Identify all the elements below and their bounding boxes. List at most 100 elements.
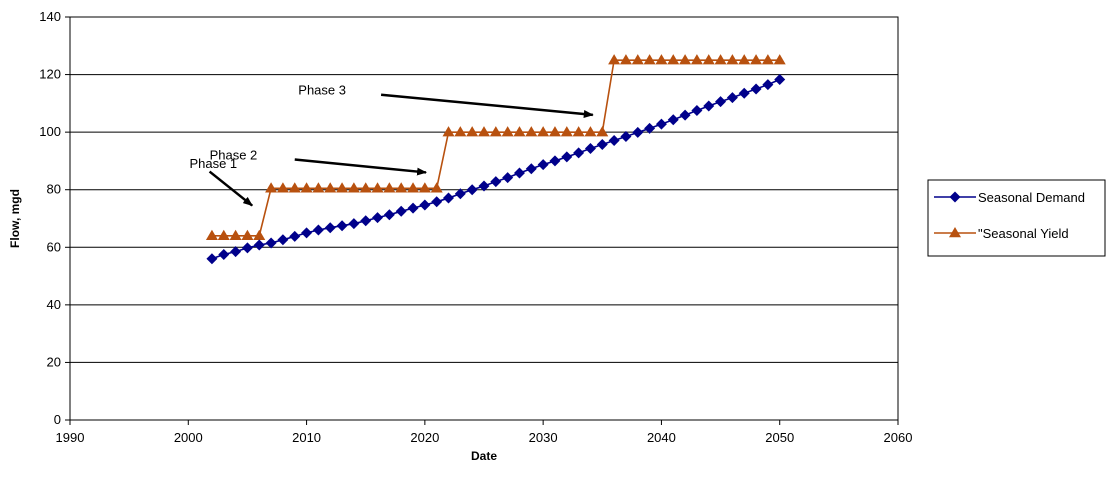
yield-point-2034	[584, 126, 597, 137]
legend: Seasonal Demand "Seasonal Yield	[927, 179, 1106, 257]
demand-point-2008	[277, 234, 289, 246]
yield-point-2017	[383, 182, 396, 193]
legend-item-seasonal-yield: "Seasonal Yield	[934, 226, 1069, 241]
demand-point-2004	[230, 246, 242, 258]
yield-point-2030	[537, 126, 550, 137]
demand-point-2027	[502, 172, 514, 184]
yield-point-2013	[336, 182, 349, 193]
demand-point-2009	[289, 230, 301, 242]
yield-point-2042	[679, 54, 692, 65]
demand-point-2002	[206, 253, 218, 265]
yield-point-2041	[667, 54, 680, 65]
demand-point-2029	[525, 163, 537, 175]
yield-point-2023	[454, 126, 467, 137]
demand-point-2036	[608, 134, 620, 146]
y-tick-label-100: 100	[39, 124, 61, 139]
yield-point-2008	[276, 182, 289, 193]
demand-point-2030	[537, 159, 549, 171]
demand-point-2047	[738, 87, 750, 99]
demand-point-2026	[490, 176, 502, 188]
x-tick-label-2050: 2050	[765, 430, 794, 445]
x-tick-label-1990: 1990	[56, 430, 85, 445]
yield-point-2026	[489, 126, 502, 137]
yield-point-2006	[253, 229, 266, 240]
legend-label: Seasonal Demand	[978, 190, 1085, 205]
demand-point-2038	[632, 126, 644, 138]
demand-point-2043	[691, 105, 703, 117]
demand-point-2007	[265, 237, 277, 249]
demand-point-2003	[218, 248, 230, 260]
demand-point-2015	[360, 215, 372, 227]
demand-point-2044	[703, 100, 715, 112]
yield-point-2049	[761, 54, 774, 65]
yield-point-2002	[205, 229, 218, 240]
yield-point-2044	[702, 54, 715, 65]
y-tick-label-40: 40	[47, 297, 61, 312]
yield-point-2019	[407, 182, 420, 193]
yield-point-2045	[714, 54, 727, 65]
demand-point-2019	[407, 202, 419, 214]
demand-point-2040	[655, 118, 667, 130]
plot-area-frame	[69, 16, 899, 421]
yield-point-2040	[655, 54, 668, 65]
legend-swatch-marker	[949, 227, 961, 238]
demand-point-2017	[383, 209, 395, 221]
y-tick-label-80: 80	[47, 182, 61, 197]
yield-point-2018	[395, 182, 408, 193]
yield-point-2038	[631, 54, 644, 65]
yield-point-2029	[525, 126, 538, 137]
yield-point-2010	[300, 182, 313, 193]
demand-point-2034	[584, 143, 596, 155]
yield-point-2043	[690, 54, 703, 65]
demand-point-2016	[372, 212, 384, 224]
yield-point-2025	[478, 126, 490, 137]
x-tick-label-2030: 2030	[529, 430, 558, 445]
legend-swatch-marker	[949, 191, 961, 203]
yield-point-2016	[371, 182, 384, 193]
yield-point-2003	[217, 229, 230, 240]
demand-point-2048	[750, 83, 762, 95]
annotation-arrow-3	[380, 93, 594, 119]
yield-point-2032	[560, 126, 573, 137]
yield-point-2015	[359, 182, 372, 193]
demand-point-2013	[336, 220, 348, 232]
yield-point-2035	[596, 126, 609, 137]
yield-point-2028	[513, 126, 526, 137]
yield-point-2014	[347, 182, 360, 193]
series-seasonal-yield	[205, 54, 786, 240]
yield-point-2022	[442, 126, 455, 137]
demand-point-2020	[419, 199, 431, 211]
yield-point-2048	[750, 54, 763, 65]
annotation-phase-1: Phase 1	[189, 156, 237, 171]
demand-point-2032	[561, 151, 573, 163]
demand-point-2011	[312, 224, 324, 236]
legend-item-seasonal-demand: Seasonal Demand	[934, 190, 1085, 205]
demand-point-2041	[667, 114, 679, 126]
demand-point-2024	[466, 184, 478, 196]
demand-point-2050	[774, 73, 786, 85]
yield-point-2004	[229, 229, 242, 240]
yield-point-2047	[738, 54, 751, 65]
y-tick-label-0: 0	[54, 412, 61, 427]
demand-point-2031	[549, 155, 561, 167]
demand-point-2045	[715, 96, 727, 108]
y-tick-label-120: 120	[39, 67, 61, 82]
yield-point-2021	[430, 182, 443, 193]
demand-point-2042	[679, 109, 691, 121]
yield-point-2037	[619, 54, 632, 65]
yield-point-2033	[572, 126, 585, 137]
yield-point-2050	[773, 54, 786, 65]
yield-point-2005	[241, 229, 254, 240]
yield-point-2039	[643, 54, 656, 65]
demand-point-2023	[454, 188, 466, 200]
yield-point-2024	[466, 126, 479, 137]
x-tick-label-2040: 2040	[647, 430, 676, 445]
y-tick-label-20: 20	[47, 354, 61, 369]
yield-point-2027	[501, 126, 514, 137]
demand-point-2021	[431, 196, 443, 208]
yield-point-2007	[265, 182, 278, 193]
annotation-arrow-2	[294, 158, 428, 176]
yield-point-2009	[288, 182, 301, 193]
